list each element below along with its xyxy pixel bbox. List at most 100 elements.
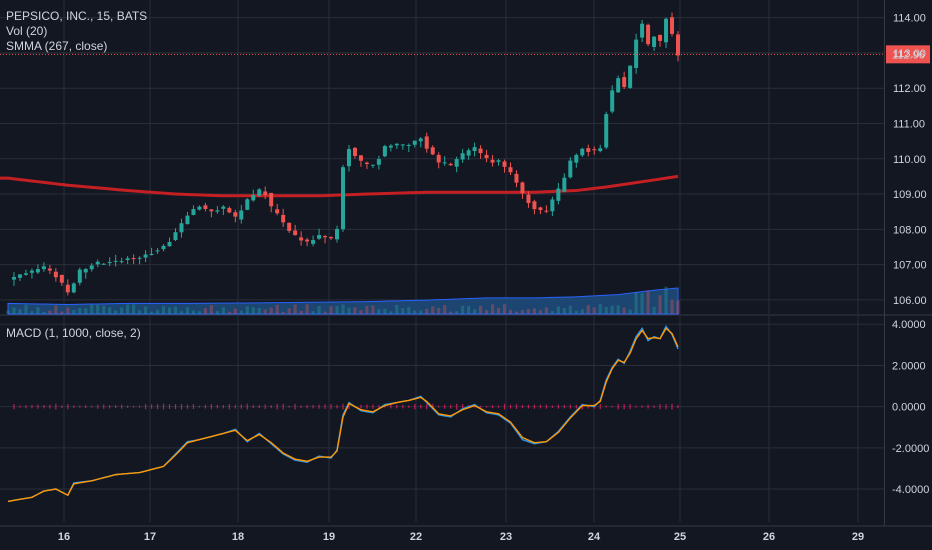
candle-body — [275, 209, 280, 214]
histogram-bar — [150, 404, 153, 409]
volume-bar — [473, 309, 477, 314]
candle-body — [652, 36, 657, 47]
histogram-bar — [372, 404, 374, 409]
histogram-bar — [240, 404, 242, 409]
candle — [496, 159, 501, 166]
histogram-bar — [204, 404, 207, 409]
macd-line — [7, 324, 679, 503]
histogram-bar — [515, 404, 518, 409]
candle — [95, 259, 100, 268]
symbol-title[interactable]: PEPSICO, INC., 15, BATS — [6, 9, 148, 23]
candle — [610, 85, 615, 114]
candle-body — [670, 17, 675, 34]
candle — [341, 164, 345, 232]
histogram-bar — [330, 404, 332, 410]
macd-tick-label: -4.0000 — [892, 484, 929, 496]
candle-body — [664, 18, 669, 43]
candle — [287, 222, 292, 234]
candle — [646, 23, 651, 47]
candle — [299, 231, 304, 246]
volume-bar — [425, 308, 429, 314]
candle-body — [89, 265, 94, 270]
candle-body — [424, 136, 429, 149]
volume-bar — [371, 305, 375, 314]
time-tick-label: 26 — [763, 531, 775, 543]
histogram-bar — [264, 404, 266, 409]
candle-body — [382, 146, 387, 157]
volume-bar — [12, 307, 16, 314]
macd-legend[interactable]: MACD (1, 1000, close, 2) — [6, 326, 141, 340]
time-tick-label: 19 — [323, 531, 335, 543]
candle — [556, 182, 561, 205]
candle-body — [532, 201, 537, 210]
time-tick-label: 29 — [852, 531, 864, 543]
volume-bar — [484, 310, 489, 314]
histogram-bar — [623, 403, 625, 410]
volume-legend[interactable]: Vol (20) — [6, 24, 48, 38]
candle — [263, 186, 268, 200]
histogram-bar — [246, 403, 248, 410]
volume-bar — [239, 310, 243, 314]
volume-bar — [24, 304, 28, 314]
candle — [137, 256, 142, 265]
candle-body — [508, 167, 513, 173]
candle — [454, 156, 459, 173]
candle-body — [520, 182, 525, 194]
volume-bar — [347, 307, 351, 314]
candle-body — [478, 148, 483, 154]
last-price-tag-bg — [886, 45, 930, 64]
volume-bar — [96, 304, 100, 314]
candle — [83, 268, 88, 279]
volume-bar — [592, 307, 596, 314]
histogram-bar — [509, 404, 512, 409]
volume-bar — [245, 306, 249, 314]
histogram-bar — [156, 404, 159, 410]
volume-bar — [568, 305, 572, 314]
candle — [71, 282, 76, 294]
candle-body — [400, 144, 405, 146]
histogram-bar — [13, 403, 15, 410]
histogram-bar — [629, 404, 631, 410]
candle — [323, 234, 328, 244]
histogram-bar — [665, 404, 667, 410]
histogram-bar — [551, 405, 553, 408]
candle — [358, 155, 363, 167]
volume-bar — [634, 292, 638, 314]
histogram-bar — [581, 403, 583, 410]
candle — [191, 205, 196, 216]
candle — [251, 189, 256, 202]
candle — [466, 148, 471, 160]
candle — [281, 208, 286, 228]
time-tick-label: 23 — [500, 531, 512, 543]
volume-bar — [520, 309, 525, 314]
volume-bar — [263, 309, 267, 314]
candle — [53, 268, 58, 282]
histogram-bar — [426, 403, 428, 410]
candle-body — [17, 274, 22, 278]
candle-body — [640, 23, 645, 38]
candle-body — [137, 257, 142, 259]
histogram-bar — [414, 403, 416, 410]
volume-bar — [496, 307, 501, 314]
volume-bar — [455, 311, 459, 314]
candle — [532, 199, 537, 215]
volume-bar — [120, 307, 124, 314]
histogram-bar — [19, 405, 21, 408]
candle — [580, 147, 585, 158]
candle — [598, 144, 603, 153]
candle — [376, 155, 381, 170]
volume-bar — [490, 304, 495, 314]
smma-legend[interactable]: SMMA (267, close) — [6, 39, 108, 53]
candle — [544, 205, 549, 214]
volume-bar — [628, 309, 632, 314]
candle-body — [251, 195, 256, 201]
candle-body — [161, 245, 166, 250]
candle — [604, 111, 609, 150]
candle-body — [676, 34, 680, 56]
candle — [406, 143, 411, 152]
candle — [173, 228, 178, 242]
volume-bar — [532, 308, 537, 314]
candle-body — [221, 206, 226, 209]
